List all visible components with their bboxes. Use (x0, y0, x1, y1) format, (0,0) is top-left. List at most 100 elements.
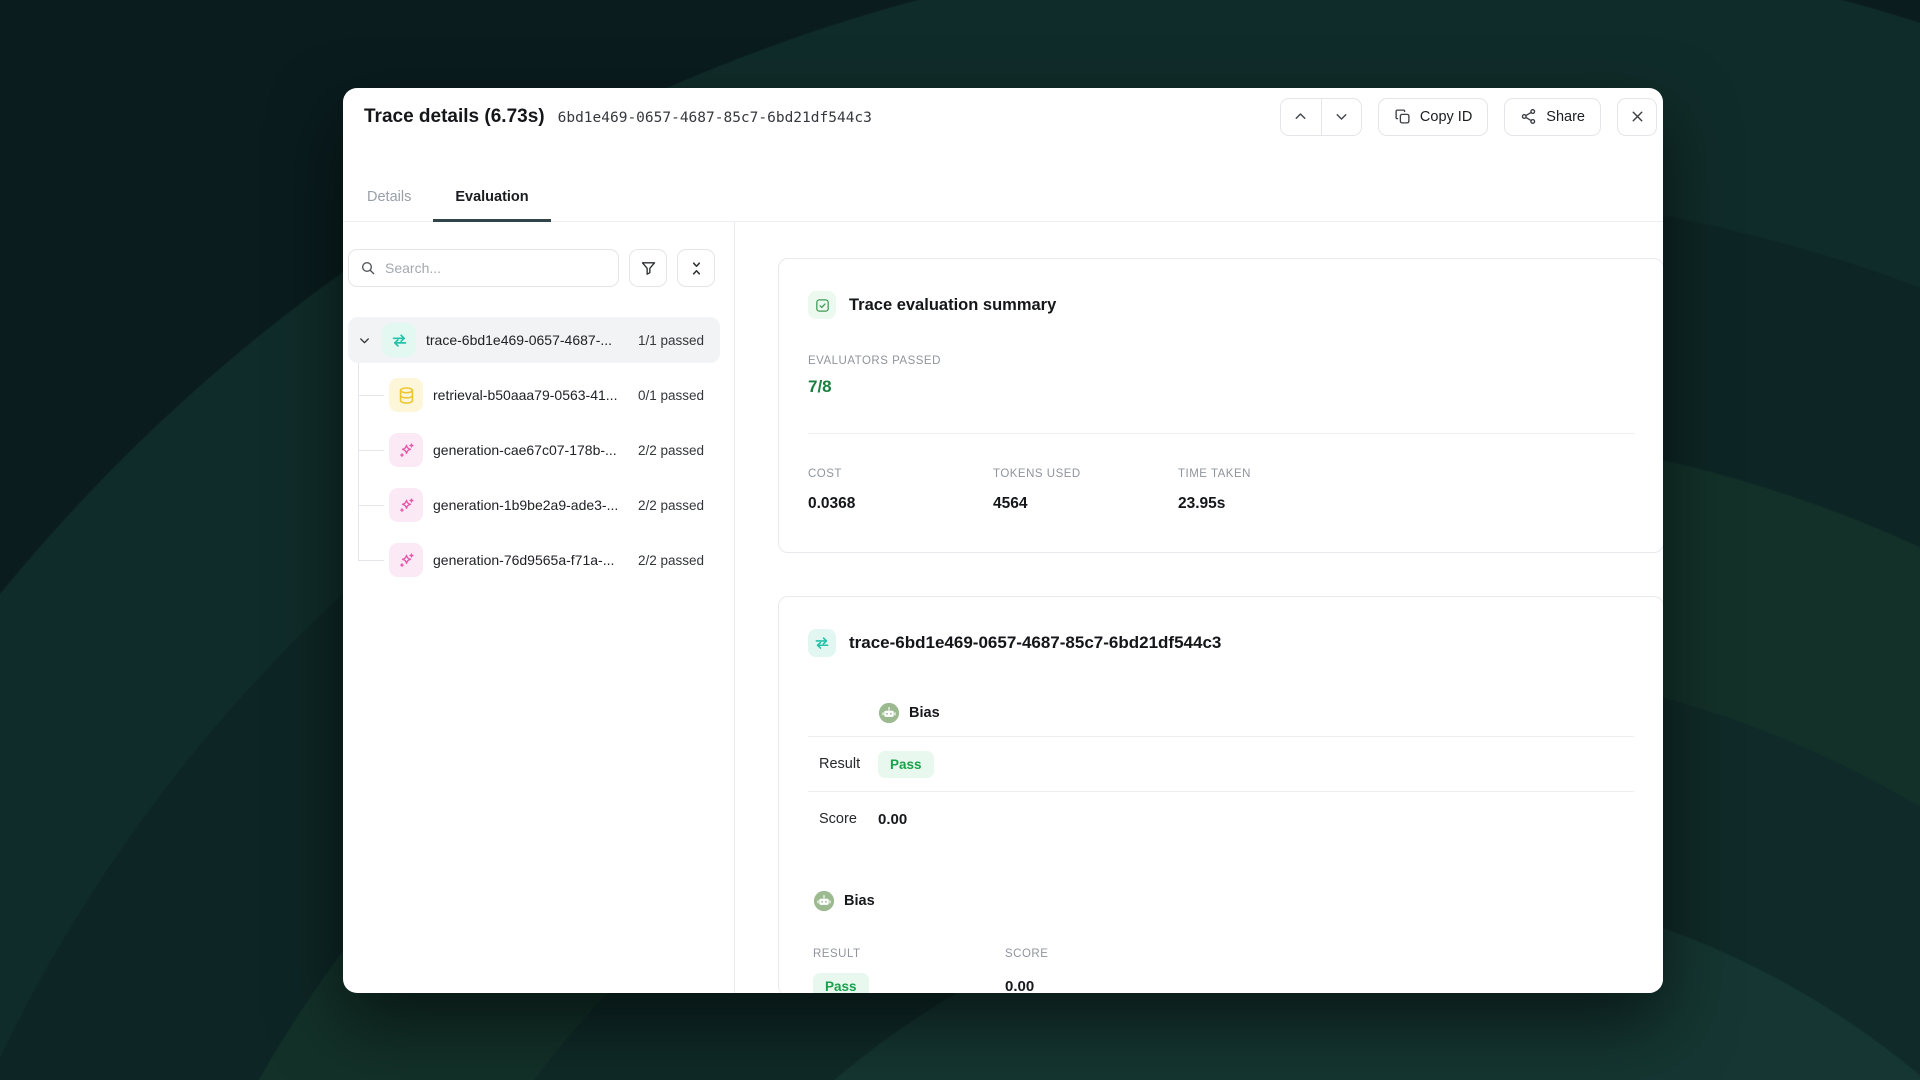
stat-value: 4564 (993, 495, 1028, 512)
close-button[interactable] (1617, 97, 1657, 136)
share-button[interactable]: Share (1504, 97, 1601, 136)
tree-row-trace[interactable]: trace-6bd1e469-0657-4687-... 1/1 passed (348, 317, 720, 363)
tree-row-generation-1[interactable]: generation-cae67c07-178b-... 2/2 passed (348, 427, 720, 473)
tree-row-label: generation-cae67c07-178b-... (433, 442, 617, 458)
summary-card-title: Trace evaluation summary (849, 295, 1057, 314)
score-value: 0.00 (878, 810, 908, 828)
span-evaluator-header-bias: Bias (808, 890, 1634, 912)
previous-trace-button[interactable] (1280, 98, 1321, 135)
modal-title: Trace details (6.73s) (364, 105, 545, 127)
divider (808, 791, 1634, 792)
header-actions: Copy ID Share (1279, 97, 1657, 136)
stat-tokens-used: TOKENS USED 4564 (993, 468, 1178, 513)
result-cell: Pass (813, 973, 1005, 993)
close-icon (1629, 108, 1646, 125)
tree-row-label: generation-76d9565a-f71a-... (433, 552, 615, 568)
sparkles-icon (389, 543, 423, 577)
evaluators-passed-label: EVALUATORS PASSED (808, 355, 941, 367)
stat-label: COST (808, 468, 842, 480)
tree-connector-line (358, 363, 359, 560)
evaluator-header-bias: Bias (808, 702, 1634, 724)
stat-cost: COST 0.0368 (808, 468, 993, 513)
filter-icon (640, 260, 657, 277)
copy-id-button[interactable]: Copy ID (1377, 97, 1489, 136)
tab-details[interactable]: Details (367, 189, 412, 205)
tree-connector-stub (358, 450, 384, 451)
collapse-all-button[interactable] (677, 249, 715, 287)
tree-row-status: 2/2 passed (637, 497, 704, 513)
evaluator-name: Bias (909, 705, 940, 721)
collapse-vertical-icon (688, 260, 705, 277)
tab-bar: Details Evaluation (343, 145, 1663, 222)
tree-row-label: generation-1b9be2a9-ade3-... (433, 497, 619, 513)
stat-time-taken: TIME TAKEN 23.95s (1178, 468, 1363, 513)
stat-value: 23.95s (1178, 495, 1226, 512)
trace-card-header: trace-6bd1e469-0657-4687-85c7-6bd21df544… (808, 629, 1634, 657)
sparkles-icon (389, 433, 423, 467)
database-icon (389, 378, 423, 412)
tree-connector-stub (358, 560, 384, 561)
trace-nav-group (1279, 97, 1362, 136)
tree-row-status: 2/2 passed (637, 552, 704, 568)
modal-header: Trace details (6.73s) 6bd1e469-0657-4687… (343, 88, 1663, 145)
share-icon (1520, 108, 1537, 125)
tab-evaluation[interactable]: Evaluation (433, 189, 551, 222)
copy-icon (1394, 108, 1411, 125)
pass-badge: Pass (813, 973, 869, 993)
modal-body: trace-6bd1e469-0657-4687-... 1/1 passed … (343, 222, 1663, 993)
tree-row-label: retrieval-b50aaa79-0563-41... (433, 387, 618, 403)
tree-row-generation-3[interactable]: generation-76d9565a-f71a-... 2/2 passed (348, 537, 720, 583)
search-input[interactable] (385, 260, 607, 276)
pass-badge: Pass (878, 750, 934, 778)
expand-chevron-icon[interactable] (356, 333, 372, 348)
search-box[interactable] (348, 249, 619, 287)
tree-row-status: 1/1 passed (637, 332, 704, 348)
filter-button[interactable] (629, 249, 667, 287)
evaluator-name: Bias (844, 893, 875, 909)
tree-row-generation-2[interactable]: generation-1b9be2a9-ade3-... 2/2 passed (348, 482, 720, 528)
result-row: Result Pass (808, 737, 1634, 791)
tree-connector-stub (358, 395, 384, 396)
title-wrap: Trace details (6.73s) 6bd1e469-0657-4687… (364, 106, 872, 128)
divider (808, 433, 1634, 434)
trace-id-text: 6bd1e469-0657-4687-85c7-6bd21df544c3 (557, 109, 872, 126)
stat-label: TOKENS USED (993, 468, 1081, 480)
tree-row-label: trace-6bd1e469-0657-4687-... (426, 332, 613, 348)
trace-details-modal: Trace details (6.73s) 6bd1e469-0657-4687… (343, 88, 1663, 993)
search-row (348, 249, 720, 287)
evaluator-table-values: Pass 0.00 (808, 973, 1634, 993)
robot-evaluator-icon (813, 890, 835, 912)
trace-evaluations-card: trace-6bd1e469-0657-4687-85c7-6bd21df544… (778, 596, 1663, 993)
tree-row-retrieval[interactable]: retrieval-b50aaa79-0563-41... 0/1 passed (348, 372, 720, 418)
result-column-header: RESULT (813, 948, 861, 960)
sparkles-icon (389, 488, 423, 522)
span-tree: trace-6bd1e469-0657-4687-... 1/1 passed … (348, 317, 720, 583)
chevron-down-icon (1333, 108, 1350, 125)
next-trace-button[interactable] (1320, 98, 1361, 135)
robot-evaluator-icon (878, 702, 900, 724)
evaluation-panel: Trace evaluation summary EVALUATORS PASS… (735, 222, 1663, 993)
score-cell: 0.00 (1005, 978, 1035, 993)
score-row: Score 0.00 (808, 792, 1634, 846)
score-label: Score (819, 811, 857, 827)
stat-label: TIME TAKEN (1178, 468, 1251, 480)
evaluators-passed-value: 7/8 (808, 377, 832, 396)
trace-evaluation-summary-card: Trace evaluation summary EVALUATORS PASS… (778, 258, 1663, 553)
trace-icon (808, 629, 836, 657)
tree-row-status: 0/1 passed (637, 387, 704, 403)
stat-value: 0.0368 (808, 495, 856, 512)
copy-id-label: Copy ID (1419, 108, 1473, 125)
trace-tree-sidebar: trace-6bd1e469-0657-4687-... 1/1 passed … (343, 222, 735, 993)
chevron-up-icon (1292, 108, 1309, 125)
tree-row-status: 2/2 passed (637, 442, 704, 458)
checkbox-check-icon (808, 291, 836, 319)
trace-card-title: trace-6bd1e469-0657-4687-85c7-6bd21df544… (849, 633, 1222, 652)
search-icon (360, 260, 376, 276)
divider (808, 736, 1634, 737)
share-label: Share (1546, 108, 1585, 125)
evaluator-table-headers: RESULT SCORE (808, 948, 1634, 960)
tree-connector-stub (358, 505, 384, 506)
summary-stats-row: COST 0.0368 TOKENS USED 4564 TIME TAKEN … (808, 468, 1634, 513)
result-label: Result (819, 756, 861, 772)
score-column-header: SCORE (1005, 948, 1049, 960)
